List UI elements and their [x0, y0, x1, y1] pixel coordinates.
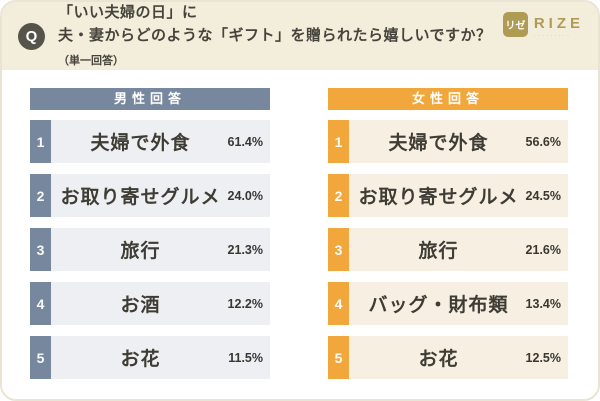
question-header: Q 「いい夫婦の日」に 夫・妻からどのような「ギフト」を贈られたら嬉しいですか？… [2, 2, 598, 70]
item-label: 夫婦で外食 [90, 133, 191, 154]
table-row: 4 バッグ・財布類 13.4% [328, 282, 568, 325]
item-value: 24.5% [525, 188, 561, 203]
table-row: 3 旅行 21.6% [328, 228, 568, 271]
rank-badge: 4 [328, 282, 349, 325]
item-label: 旅行 [120, 241, 161, 262]
rank-badge: 5 [30, 336, 51, 379]
item-label: お取り寄せグルメ [60, 187, 221, 208]
rank-badge: 1 [328, 120, 349, 163]
item-value: 21.3% [227, 242, 263, 257]
table-row: 2 お取り寄せグルメ 24.0% [30, 174, 270, 217]
item-label: バッグ・財布類 [368, 295, 509, 316]
rize-logo: リゼ RIZE ········· [502, 12, 584, 39]
column-header-female: 女性回答 [328, 88, 568, 110]
column-header-male: 男性回答 [30, 88, 270, 110]
rank-badge: 3 [328, 228, 349, 271]
rank-badge: 2 [30, 174, 51, 217]
rank-badge: 3 [30, 228, 51, 271]
question-text: 「いい夫婦の日」に 夫・妻からどのような「ギフト」を贈られたら嬉しいですか？（単… [58, 2, 503, 71]
table-row: 5 お花 12.5% [328, 336, 568, 379]
table-row: 3 旅行 21.3% [30, 228, 270, 271]
table-row: 1 夫婦で外食 56.6% [328, 120, 568, 163]
rize-logo-name: RIZE [533, 15, 584, 32]
item-value: 56.6% [525, 134, 561, 149]
item-label: お酒 [120, 295, 161, 316]
rize-logo-tagline: ········· [533, 33, 572, 39]
item-value: 24.0% [227, 188, 263, 203]
table-row: 5 お花 11.5% [30, 336, 270, 379]
item-label: お花 [418, 349, 459, 370]
question-line1: 「いい夫婦の日」に [58, 4, 198, 22]
rank-badge: 5 [328, 336, 349, 379]
question-icon: Q [18, 22, 45, 50]
rank-badge: 1 [30, 120, 51, 163]
rank-badge: 2 [328, 174, 349, 217]
table-row: 4 お酒 12.2% [30, 282, 270, 325]
rank-badge: 4 [30, 282, 51, 325]
table-row: 2 お取り寄せグルメ 24.5% [328, 174, 568, 217]
item-value: 12.5% [525, 350, 561, 365]
item-value: 13.4% [525, 296, 561, 311]
table-row: 1 夫婦で外食 61.4% [30, 120, 270, 163]
item-value: 12.2% [227, 296, 263, 311]
item-value: 61.4% [227, 134, 263, 149]
ranking-area: 男性回答 1 夫婦で外食 61.4% 2 お取り寄せグルメ 24.0% 3 旅行 [2, 70, 598, 390]
item-label: 夫婦で外食 [388, 133, 489, 154]
item-label: お取り寄せグルメ [358, 187, 519, 208]
rize-logo-mark-icon: リゼ [502, 12, 528, 37]
item-label: お花 [120, 349, 161, 370]
question-note: （単一回答） [58, 54, 124, 67]
ranking-column-male: 男性回答 1 夫婦で外食 61.4% 2 お取り寄せグルメ 24.0% 3 旅行 [30, 88, 270, 390]
item-label: 旅行 [418, 241, 459, 262]
ranking-column-female: 女性回答 1 夫婦で外食 56.6% 2 お取り寄せグルメ 24.5% 3 旅行 [328, 88, 568, 390]
item-value: 11.5% [228, 350, 263, 365]
item-value: 21.6% [525, 242, 561, 257]
question-line2: 夫・妻からどのような「ギフト」を贈られたら嬉しいですか？（単一回答） [58, 27, 492, 67]
